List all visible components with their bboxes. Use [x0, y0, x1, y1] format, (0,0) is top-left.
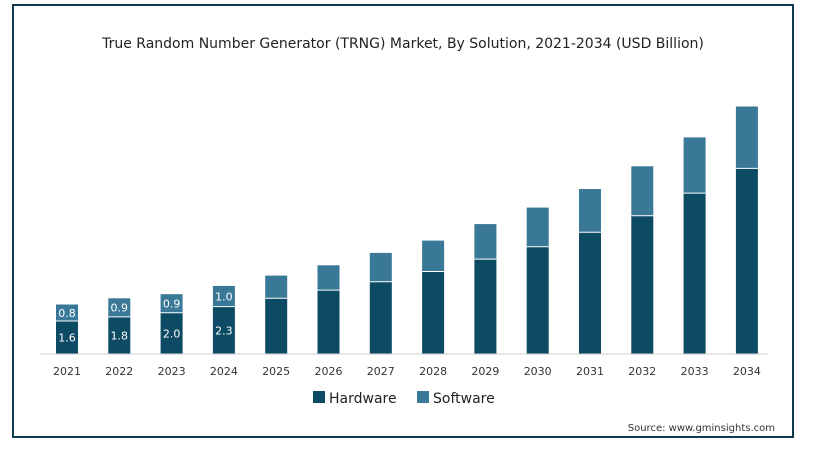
bar-hardware-2033 [683, 193, 706, 354]
bar-software-2032 [631, 166, 654, 216]
data-label-hardware-2024: 2.3 [215, 324, 233, 337]
bar-hardware-2030 [526, 246, 549, 355]
x-tick-2021: 2021 [53, 365, 81, 378]
data-label-software-2021: 0.8 [58, 307, 76, 320]
x-tick-2029: 2029 [471, 365, 499, 378]
chart-frame [12, 4, 794, 438]
x-tick-2028: 2028 [419, 365, 447, 378]
legend-swatch-hardware [313, 391, 325, 403]
data-label-software-2022: 0.9 [111, 302, 129, 315]
data-label-hardware-2021: 1.6 [58, 332, 76, 345]
bar-hardware-2024 [212, 306, 235, 354]
bar-hardware-2026 [317, 290, 340, 354]
x-tick-2024: 2024 [210, 365, 238, 378]
bar-software-2027 [369, 252, 392, 282]
x-tick-2032: 2032 [628, 365, 656, 378]
bar-software-2024 [212, 285, 235, 307]
bar-hardware-2022 [108, 316, 131, 354]
data-label-software-2023: 0.9 [163, 298, 181, 311]
bar-hardware-2032 [631, 215, 654, 354]
x-tick-2022: 2022 [105, 365, 133, 378]
bar-hardware-2027 [369, 281, 392, 354]
bar-hardware-2029 [474, 259, 497, 354]
data-label-hardware-2023: 2.0 [163, 327, 181, 340]
bar-software-2026 [317, 265, 340, 290]
x-tick-2027: 2027 [367, 365, 395, 378]
bar-software-2021 [56, 304, 78, 321]
data-label-hardware-2022: 1.8 [111, 329, 129, 342]
legend-label-software: Software [433, 391, 495, 407]
x-tick-2026: 2026 [315, 365, 343, 378]
source-note: Source: www.gminsights.com [628, 423, 775, 434]
chart-title: True Random Number Generator (TRNG) Mark… [101, 36, 704, 52]
bar-software-2030 [526, 207, 549, 247]
bar-software-2033 [683, 137, 706, 194]
x-tick-2033: 2033 [681, 365, 709, 378]
x-tick-2030: 2030 [524, 365, 552, 378]
data-label-software-2024: 1.0 [215, 290, 233, 303]
legend: Hardware Software [313, 391, 495, 407]
bar-software-2034 [735, 106, 758, 169]
bar-hardware-2021 [56, 321, 78, 354]
bar-hardware-2023 [160, 312, 183, 355]
bar-hardware-2028 [422, 271, 445, 354]
bar-software-2029 [474, 224, 497, 260]
bar-hardware-2034 [735, 168, 758, 354]
bar-hardware-2025 [265, 298, 288, 354]
bars-layer: 1.6 0.8 1.8 0.9 2.0 0.9 2.3 1.0 [56, 106, 758, 355]
bar-hardware-2031 [579, 232, 601, 354]
x-tick-2031: 2031 [576, 365, 604, 378]
x-tick-2023: 2023 [158, 365, 186, 378]
bar-software-2022 [108, 298, 131, 317]
bar-software-2028 [422, 240, 445, 272]
x-tick-labels: 2021 2022 2023 2024 2025 2026 2027 2028 2029 2030… [53, 365, 761, 378]
bar-software-2023 [160, 294, 183, 313]
bar-software-2025 [265, 275, 288, 299]
legend-swatch-software [417, 391, 429, 403]
legend-label-hardware: Hardware [329, 391, 397, 407]
bar-software-2031 [579, 189, 601, 233]
x-tick-2025: 2025 [262, 365, 290, 378]
x-tick-2034: 2034 [733, 365, 761, 378]
